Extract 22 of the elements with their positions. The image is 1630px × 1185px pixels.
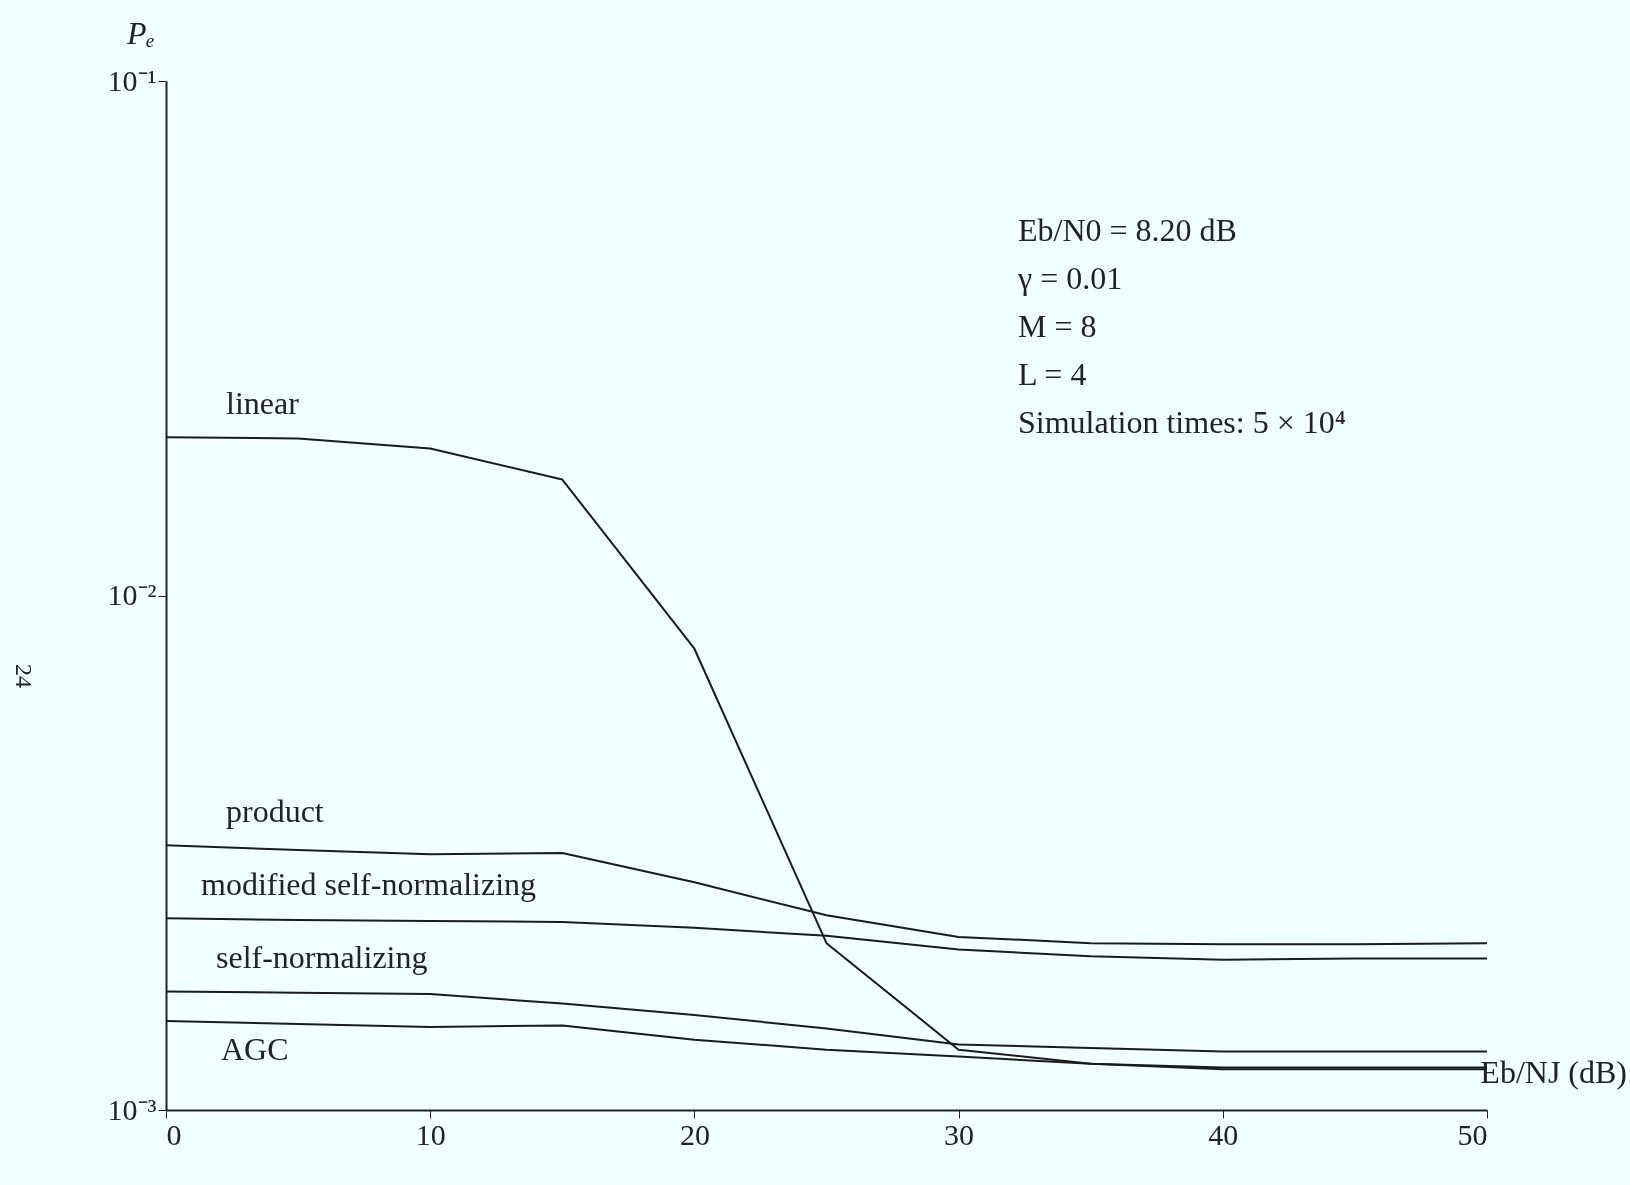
y-axis-title: Pₑ bbox=[126, 15, 155, 51]
x-axis-title: Eb/NJ (dB) bbox=[1480, 1054, 1627, 1090]
y-tick-label: 10⁻² bbox=[107, 578, 157, 611]
text: 24 bbox=[11, 664, 37, 688]
y-tick-label: 10⁻¹ bbox=[107, 63, 157, 97]
x-tick-label: 0 bbox=[166, 1117, 182, 1151]
series-label: modified self-normalizing bbox=[201, 866, 537, 903]
x-tick-label: 30 bbox=[944, 1117, 975, 1151]
y-tick-label: 10⁻³ bbox=[107, 1092, 157, 1126]
series-label: AGC bbox=[221, 1030, 289, 1067]
x-tick-label: 10 bbox=[415, 1117, 446, 1151]
x-tick-label: 20 bbox=[679, 1117, 710, 1151]
annotation: γ = 0.01 bbox=[1017, 260, 1123, 296]
annotation: M = 8 bbox=[1018, 308, 1097, 344]
series-label: product bbox=[226, 793, 324, 830]
series-label: linear bbox=[226, 385, 300, 422]
annotation: Simulation times: 5 × 10⁴ bbox=[1018, 404, 1346, 440]
annotation: L = 4 bbox=[1018, 356, 1087, 392]
series-label: self-normalizing bbox=[216, 939, 428, 976]
x-tick-label: 40 bbox=[1208, 1117, 1239, 1151]
annotation: Eb/N0 = 8.20 dB bbox=[1018, 212, 1237, 248]
x-tick-label: 50 bbox=[1457, 1117, 1488, 1151]
